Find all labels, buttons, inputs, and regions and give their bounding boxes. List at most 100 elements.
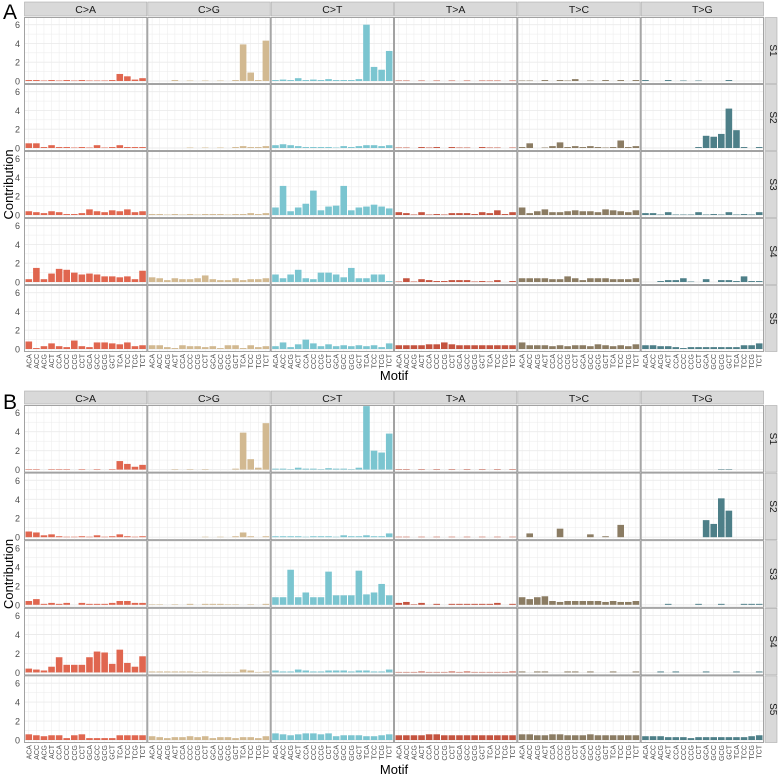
bar [486,281,494,283]
bar [124,463,131,470]
bar [378,536,385,538]
x-tick-label: GCA [87,354,94,370]
x-tick-label: TCG [502,745,509,760]
facet-panel [640,285,764,352]
bar [403,469,410,470]
bar [710,214,717,215]
bar [395,469,403,470]
bar [348,735,355,740]
facet-column-label: C>G [198,393,220,405]
facet-panel [394,405,518,473]
bar [755,147,763,148]
bar [609,210,617,215]
y-tick-label: 2 [15,58,20,68]
y-tick-label: 4 [15,106,20,116]
x-tick-label: TCG [256,745,263,760]
bar [279,144,287,148]
x-tick-label: TCG [256,354,263,369]
bar [541,345,549,349]
bar [209,214,217,215]
x-tick-label: ACC [281,745,288,760]
x-tick-label: ACT [296,744,303,759]
bar [403,213,410,215]
x-tick-label: GCG [225,745,232,761]
facet-panel [394,285,518,352]
bar [78,536,86,538]
facet-panel [270,17,394,84]
bar [310,597,317,605]
x-tick-label: CCA [303,354,310,369]
facet-cell [147,218,271,285]
bar [25,80,33,81]
bar [448,536,456,538]
bar [657,214,664,216]
bar [317,210,325,215]
bar [340,185,347,215]
bar [370,345,378,349]
bar [501,345,509,349]
bar [239,214,247,215]
x-tick-label: CCA [180,745,187,760]
bar [378,206,385,215]
x-tick-label: ACA [396,354,403,369]
bar [433,344,440,349]
facet-row-strip [764,607,778,676]
bar [55,346,63,349]
x-tick-label: GCA [87,745,94,761]
bar [232,738,239,740]
x-tick-label: CCC [558,354,565,369]
bar [363,535,370,538]
bar [302,733,310,740]
bar [78,469,86,470]
facet-cell [147,607,271,676]
x-tick-label: CCA [550,745,557,760]
x-tick-label: TCC [742,745,749,759]
bar [385,50,393,81]
bar [131,212,139,215]
facet-strip [394,1,518,17]
x-tick-label: ACA [643,745,650,760]
facet-cell [24,675,148,743]
bar [456,671,463,673]
bar [602,209,609,215]
bar [541,596,549,605]
bar [332,274,340,282]
facet-row-label: S5 [767,312,778,325]
x-tick-label: GCA [210,354,217,370]
x-tick-label: GCG [595,354,602,370]
bar [433,671,440,673]
bar [518,671,526,673]
facet-row-strip [764,151,778,218]
bar [40,80,48,82]
bar [247,536,254,538]
bar [448,344,456,349]
bar [186,214,194,215]
bar [526,345,533,349]
bar [672,347,680,349]
bar [425,671,433,673]
bar [556,212,564,215]
x-tick-label: CCA [427,745,434,760]
bar [294,597,302,605]
facet-panel [147,84,271,151]
y-tick-label: 2 [15,717,20,727]
facet-panel [24,675,148,743]
bar [395,735,403,740]
x-tick-label: TCC [495,745,502,759]
x-tick-label: CCT [449,744,456,759]
bar [332,670,340,673]
bar [287,211,294,215]
bar [33,267,40,282]
bar [317,671,325,673]
bar [201,275,209,282]
bar [702,214,710,216]
x-tick-label: CCC [681,354,688,369]
facet-cell [24,285,148,352]
bar [310,279,317,282]
bar [86,209,93,215]
bar [171,278,179,282]
bar [702,279,710,282]
bar [131,536,139,538]
x-tick-label: CCT [79,744,86,759]
bar [194,671,201,673]
